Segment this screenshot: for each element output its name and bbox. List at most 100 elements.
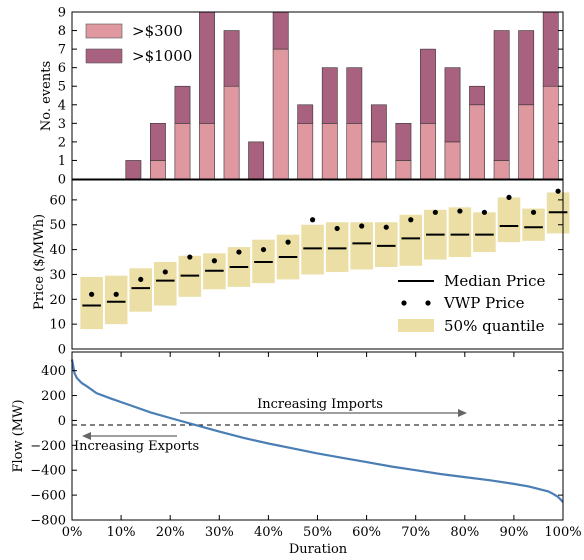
events-legend: >$300 >$1000	[85, 22, 192, 65]
event-bar-300-9	[297, 123, 314, 180]
event-bar-1000-16	[469, 85, 485, 106]
vwp-dot-15	[457, 208, 463, 214]
vwp-dot-18	[530, 209, 537, 215]
flow-ytick-label: 400	[41, 364, 66, 379]
flow-ytick-label: 0	[58, 414, 66, 429]
flow-xtick-label: 60%	[352, 525, 381, 540]
event-bar-1000-9	[297, 104, 314, 124]
legend-quantile-swatch	[398, 319, 434, 332]
vwp-dot-13	[408, 217, 414, 223]
price-axes-frame	[71, 179, 564, 350]
exports-arrowhead	[82, 432, 91, 440]
events-ytick-label: 7	[58, 43, 66, 58]
vwp-dot-19	[555, 188, 561, 194]
events-ytick-label: 2	[58, 135, 66, 150]
event-bar-1000-5	[199, 11, 215, 124]
vwp-dot-8	[285, 239, 291, 245]
event-bar-1000-11	[346, 67, 363, 124]
quantile-box-9	[301, 224, 324, 275]
event-bar-1000-13	[395, 123, 412, 161]
price-ytick-label: 10	[49, 318, 66, 333]
flow-xtick-label: 70%	[401, 525, 430, 540]
quantile-box-0	[80, 276, 103, 330]
event-bar-300-17	[493, 160, 510, 180]
events-ytick-label: 9	[58, 6, 66, 21]
event-bar-1000-7	[248, 141, 265, 180]
event-bar-1000-6	[223, 30, 240, 87]
quantile-box-1	[104, 275, 128, 325]
imports-arrowhead	[458, 409, 467, 417]
events-y-ticks: 0 1 2 3 4 5 6 7 8 9	[58, 6, 563, 188]
event-bar-1000-4	[174, 85, 191, 124]
events-ytick-label: 6	[58, 61, 66, 76]
flow-xtick-label: 40%	[254, 525, 283, 540]
price-legend: Median Price VWP Price 50% quantile	[398, 272, 545, 335]
flow-ytick-label: 200	[41, 389, 66, 404]
flow-ylabel: Flow (MW)	[11, 399, 26, 472]
event-bar-1000-18	[518, 30, 535, 106]
event-bar-300-6	[223, 85, 240, 180]
flow-curve	[70, 359, 564, 503]
vwp-dot-12	[383, 224, 389, 230]
event-bar-1000-10	[321, 67, 338, 124]
event-bar-1000-2	[125, 160, 142, 180]
event-bar-300-15	[444, 141, 461, 180]
quantile-box-18	[522, 208, 545, 241]
event-bar-300-3	[150, 160, 166, 180]
flow-xtick-label: 10%	[107, 525, 136, 540]
legend-vwp-label: VWP Price	[443, 294, 525, 312]
imports-annotation: Increasing Imports	[257, 397, 383, 412]
event-bar-300-5	[199, 123, 215, 180]
vwp-dot-4	[187, 254, 193, 260]
event-bar-1000-17	[493, 30, 510, 161]
quantile-box-15	[448, 207, 472, 258]
events-ytick-label: 3	[58, 117, 66, 132]
event-bar-300-8	[272, 48, 289, 180]
price-ytick-label: 50	[49, 218, 66, 233]
event-bar-300-19	[542, 85, 559, 180]
events-ytick-label: 4	[58, 98, 66, 113]
flow-ytick-label: −600	[30, 489, 66, 504]
price-boxes	[80, 188, 570, 330]
flow-xtick-label: 90%	[499, 525, 528, 540]
flow-ytick-label: −800	[30, 514, 66, 529]
vwp-dot-16	[481, 209, 488, 215]
events-ytick-label: 8	[58, 24, 66, 39]
vwp-dot-14	[432, 209, 438, 215]
events-bars	[125, 11, 559, 180]
quantile-box-10	[325, 222, 349, 272]
quantile-box-12	[374, 222, 398, 267]
event-bar-300-10	[321, 123, 338, 180]
event-bar-300-11	[346, 123, 363, 180]
quantile-box-13	[399, 214, 423, 266]
event-bar-1000-14	[420, 48, 436, 124]
events-axes-frame	[71, 11, 564, 180]
vwp-dot-11	[359, 223, 365, 229]
flow-xlabel: Duration	[289, 542, 348, 557]
flow-xtick-label: 20%	[156, 525, 185, 540]
price-ytick-label: 30	[49, 268, 66, 283]
legend-label-1000: >$1000	[132, 47, 192, 65]
price-ytick-label: 20	[49, 293, 66, 308]
events-panel: 0 1 2 3 4 5 6 7 8 9 No. events >$300 >$1000	[39, 6, 564, 188]
event-bar-300-13	[395, 160, 412, 180]
event-bar-300-14	[420, 123, 436, 180]
flow-ytick-label: −200	[30, 439, 66, 454]
events-ylabel: No. events	[39, 61, 54, 131]
price-ytick-label: 0	[58, 343, 66, 358]
vwp-dot-17	[506, 194, 512, 200]
vwp-dot-0	[89, 291, 95, 297]
event-bar-1000-19	[542, 11, 559, 87]
vwp-dot-3	[162, 269, 168, 275]
quantile-box-2	[129, 268, 153, 312]
price-panel: 0 10 20 30 40 50 60 Price ($/MWh) Median Price…	[32, 179, 570, 358]
legend-vwp-dot-1	[401, 300, 407, 306]
vwp-dot-2	[138, 276, 144, 283]
price-y-ticks: 0 10 20 30 40 50 60	[49, 193, 563, 358]
vwp-dot-1	[113, 291, 119, 297]
event-bar-1000-15	[444, 67, 461, 143]
quantile-box-16	[473, 212, 496, 253]
flow-xtick-label: 0%	[62, 525, 83, 540]
